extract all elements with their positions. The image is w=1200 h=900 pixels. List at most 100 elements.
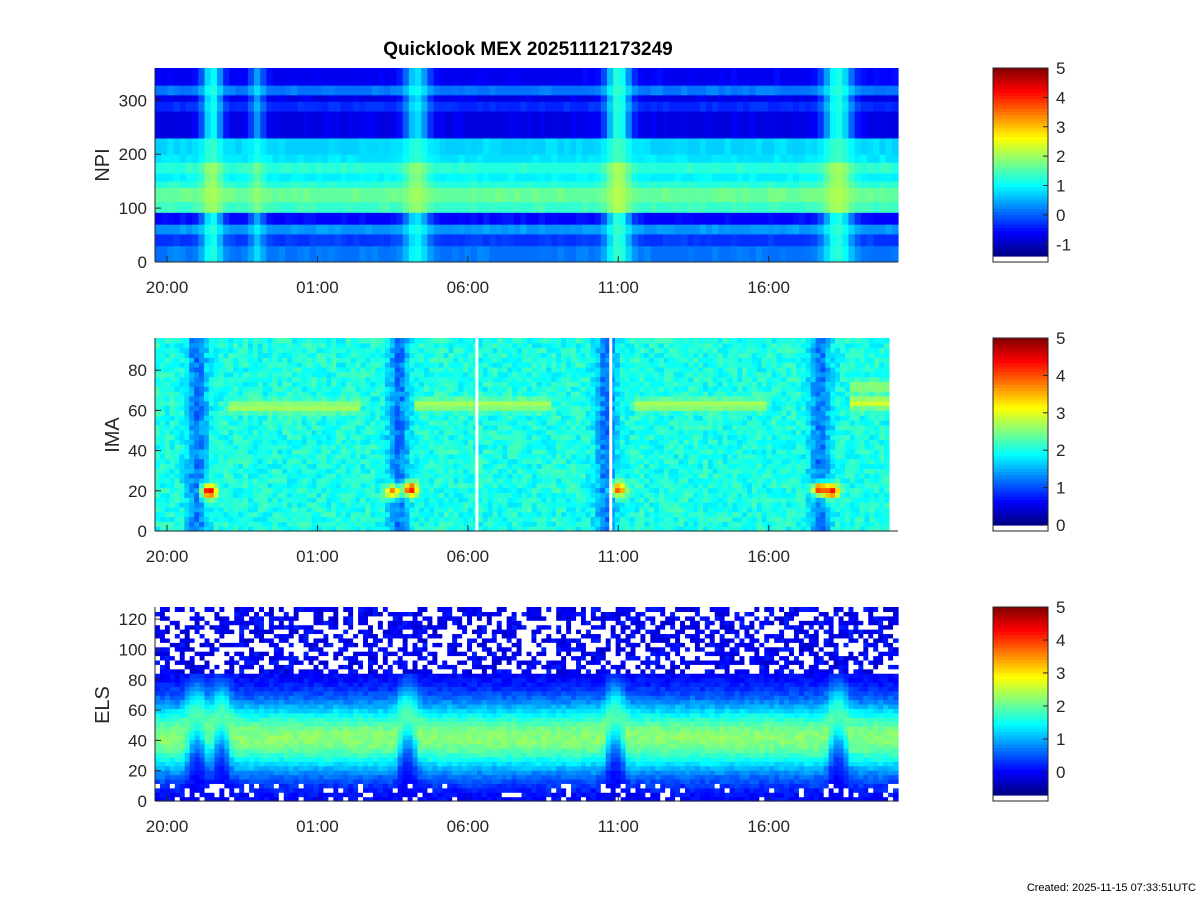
ima-cell xyxy=(414,376,420,383)
npi-cell xyxy=(687,101,695,112)
npi-cell xyxy=(254,233,261,247)
ima-cell xyxy=(321,477,327,484)
ima-cell xyxy=(502,342,508,349)
ima-cell xyxy=(492,400,499,407)
npi-cell xyxy=(811,111,819,139)
npi-cell xyxy=(155,68,162,86)
npi-cell xyxy=(464,138,472,155)
ima-cell xyxy=(247,395,254,402)
ima-cell xyxy=(184,400,190,407)
npi-cell xyxy=(254,245,261,263)
ima-cell xyxy=(331,516,337,522)
npi-cell xyxy=(613,68,620,86)
ima-cell xyxy=(448,473,455,479)
npi-cell xyxy=(346,68,354,86)
npi-cell xyxy=(192,111,199,139)
npi-cell xyxy=(761,111,769,139)
ima-cell xyxy=(228,439,234,445)
npi-cell xyxy=(712,181,720,189)
ima-cell xyxy=(252,444,259,450)
npi-cell xyxy=(210,162,218,174)
ima-cell xyxy=(155,415,161,421)
ima-cell xyxy=(257,439,264,445)
ima-cell xyxy=(370,391,376,397)
ima-cell xyxy=(409,502,415,508)
ima-cell xyxy=(380,434,386,440)
ima-cell xyxy=(292,357,298,363)
ima-cell xyxy=(492,376,499,383)
npi-cell xyxy=(625,85,633,96)
ima-cell xyxy=(375,521,381,527)
npi-cell xyxy=(693,85,701,96)
ima-cell xyxy=(257,487,264,493)
ima-cell xyxy=(336,468,342,474)
npi-cell xyxy=(297,233,305,247)
npi-cell xyxy=(718,85,726,96)
ima-cell xyxy=(311,395,318,402)
ima-cell xyxy=(316,357,322,363)
ima-cell xyxy=(448,415,455,421)
npi-cell xyxy=(873,138,881,155)
npi-cell xyxy=(235,162,243,174)
ima-cell xyxy=(458,381,464,387)
npi-cell xyxy=(836,173,843,182)
ima-cell xyxy=(311,477,318,484)
npi-cell xyxy=(836,111,843,139)
npi-cell xyxy=(272,233,280,247)
npi-cell xyxy=(390,68,398,86)
npi-cell xyxy=(557,85,565,96)
npi-cell xyxy=(817,224,825,235)
npi-cell xyxy=(334,138,342,155)
npi-cell xyxy=(507,187,515,203)
ima-cell xyxy=(218,444,225,450)
ima-cell xyxy=(438,458,445,465)
npi-cell xyxy=(161,154,168,163)
ima-cell xyxy=(282,506,288,513)
ima-cell xyxy=(355,526,362,532)
y-tick-label: 0 xyxy=(138,253,147,272)
npi-cell xyxy=(495,212,503,225)
ima-cell xyxy=(199,400,205,407)
npi-cell xyxy=(408,245,416,263)
ima-cell xyxy=(159,381,166,387)
ima-cell xyxy=(267,391,274,397)
ima-cell xyxy=(409,511,415,518)
npi-cell xyxy=(792,68,800,86)
npi-cell xyxy=(384,162,391,174)
ima-cell xyxy=(316,415,322,421)
npi-cell xyxy=(755,94,763,102)
ima-cell xyxy=(477,516,484,522)
ima-cell xyxy=(497,502,504,508)
ima-cell xyxy=(404,362,411,368)
ima-cell xyxy=(365,468,371,474)
ima-cell xyxy=(174,342,181,349)
ima-cell xyxy=(252,497,259,503)
ima-cell xyxy=(492,511,499,518)
ima-cell xyxy=(277,492,283,498)
npi-cell xyxy=(272,245,280,263)
npi-cell xyxy=(650,233,658,247)
ima-cell xyxy=(487,521,494,527)
npi-cell xyxy=(235,68,243,86)
ima-cell xyxy=(233,477,239,484)
npi-cell xyxy=(384,201,391,213)
npi-cell xyxy=(161,181,168,189)
npi-cell xyxy=(619,154,627,163)
npi-cell xyxy=(811,201,819,213)
ima-cell xyxy=(311,468,318,474)
ima-cell xyxy=(443,371,450,378)
ima-cell xyxy=(424,473,430,479)
ima-cell xyxy=(394,352,401,358)
ima-cell xyxy=(331,473,337,479)
ima-cell xyxy=(507,482,513,489)
npi-cell xyxy=(786,212,794,225)
npi-cell xyxy=(322,101,329,112)
ima-cell xyxy=(443,391,450,397)
npi-cell xyxy=(278,201,286,213)
ima-cell xyxy=(301,468,308,474)
npi-cell xyxy=(706,212,713,225)
ima-cell xyxy=(326,415,332,421)
npi-cell xyxy=(780,85,788,96)
npi-cell xyxy=(173,233,181,247)
ima-cell xyxy=(159,386,166,392)
